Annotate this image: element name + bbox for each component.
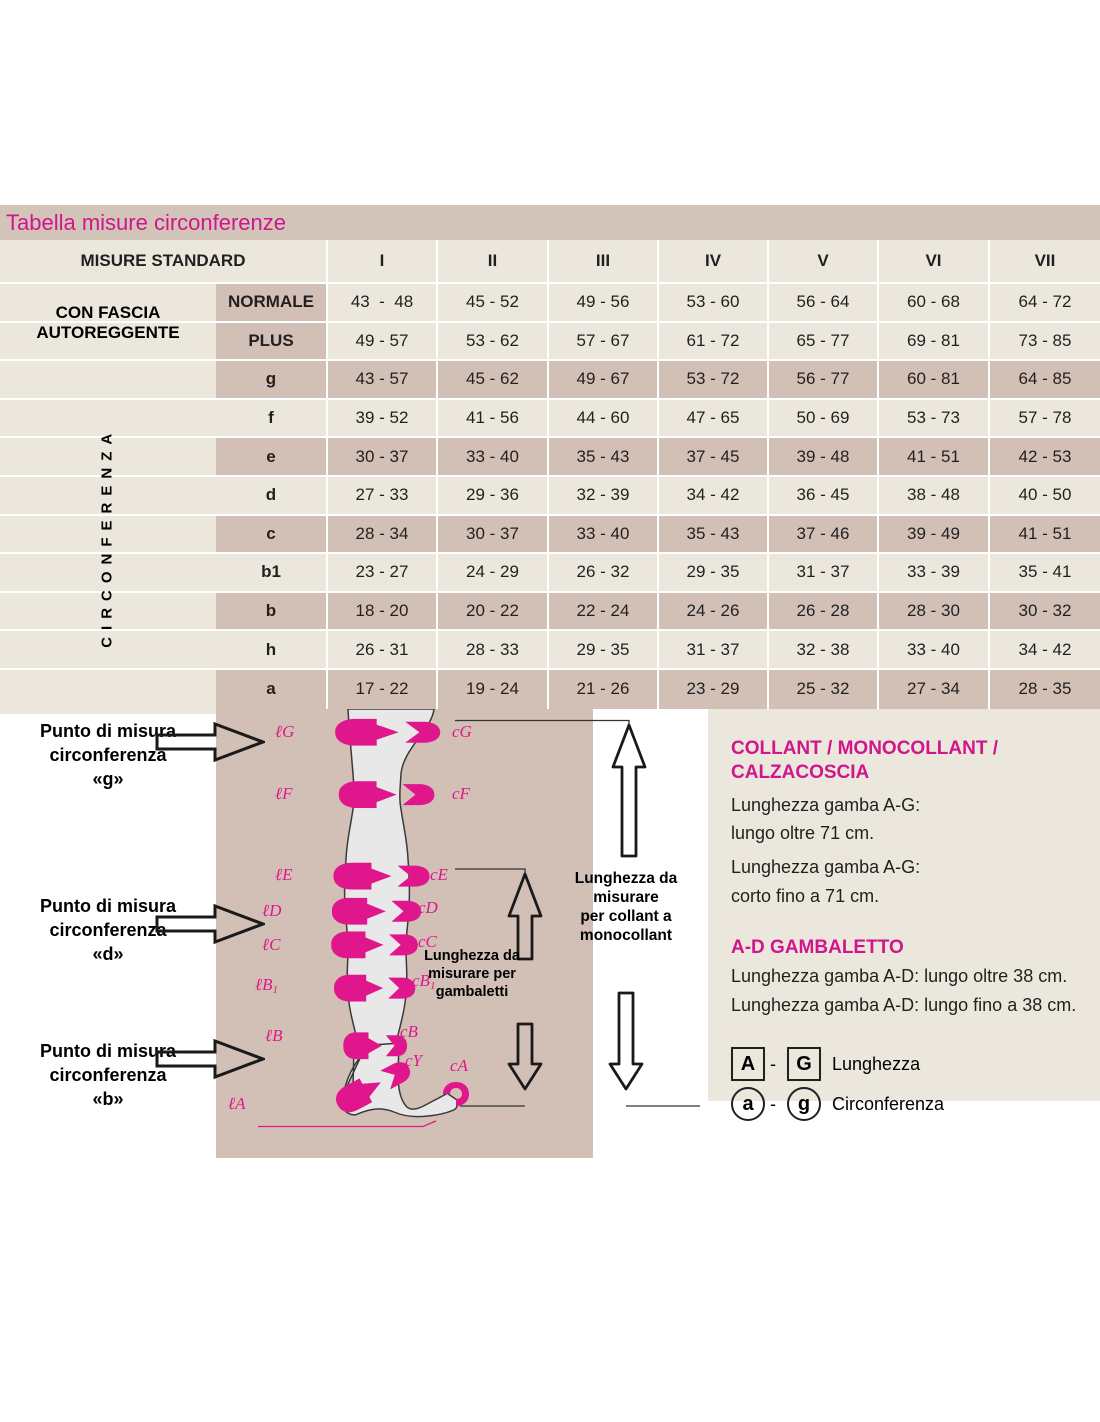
svg-text:ℓE: ℓE [275,865,293,884]
svg-text:ℓF: ℓF [275,784,293,803]
svg-text:ℓC: ℓC [262,935,281,954]
svg-text:cD: cD [418,898,439,917]
svg-text:ℓA: ℓA [228,1094,246,1113]
svg-text:cC: cC [418,932,438,951]
svg-text:ℓB: ℓB [265,1026,283,1045]
svg-text:cB: cB [400,1022,419,1041]
svg-text:cA: cA [450,1056,469,1075]
svg-text:cE: cE [430,865,449,884]
svg-text:cB1: cB1 [412,971,435,992]
svg-text:cG: cG [452,722,472,741]
svg-text:cF: cF [452,784,471,803]
svg-text:cY: cY [405,1051,424,1070]
svg-text:ℓD: ℓD [262,901,282,920]
svg-text:ℓB1: ℓB1 [255,975,278,996]
svg-text:ℓG: ℓG [275,722,294,741]
